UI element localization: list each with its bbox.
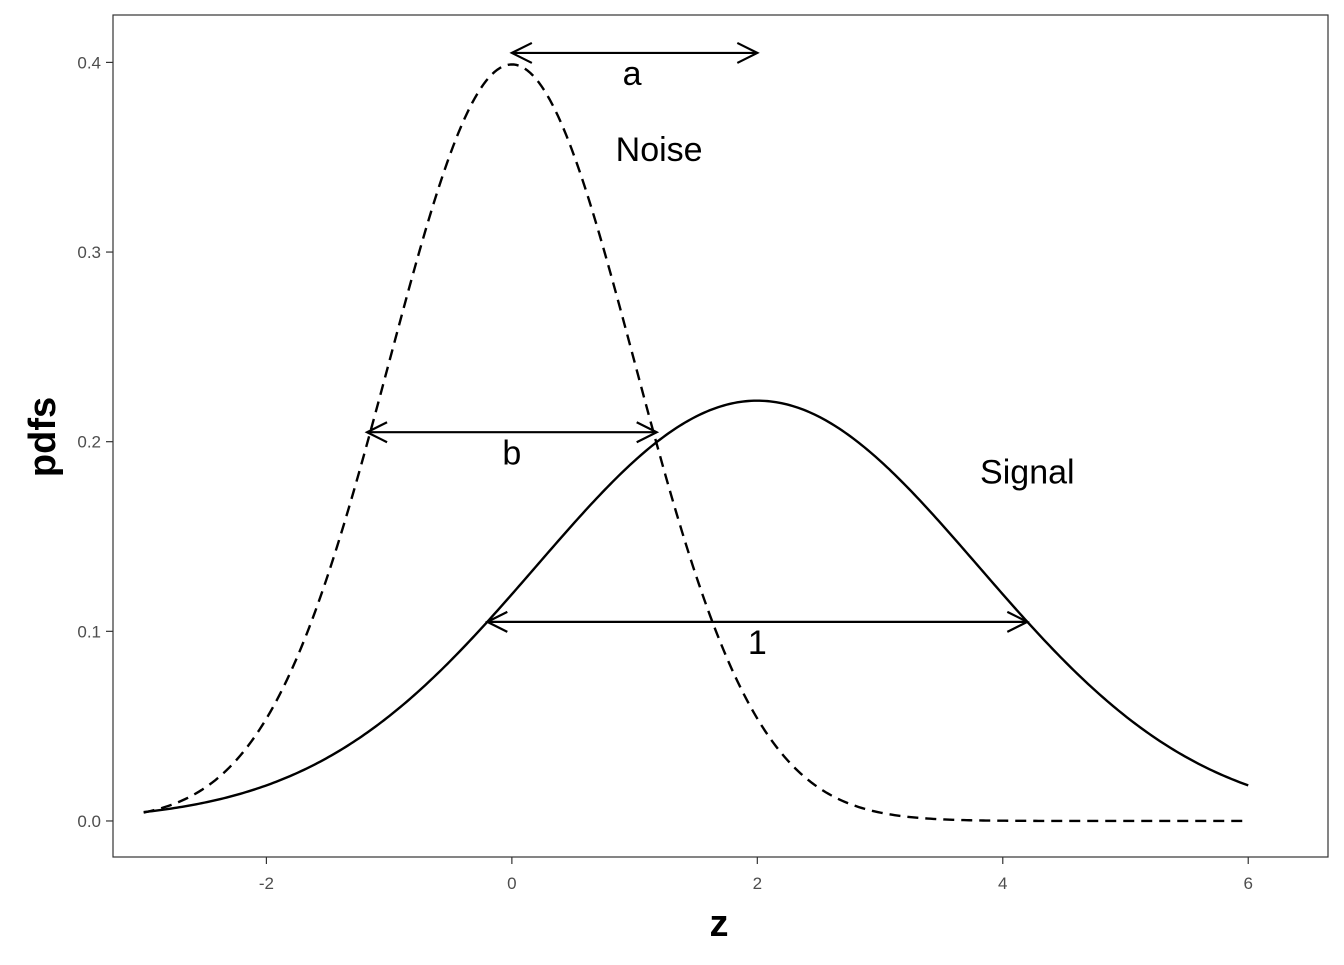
arrow-a-head-right (736, 41, 760, 64)
arrow-1-head-left (484, 610, 508, 633)
x-tick-label: 2 (753, 874, 762, 893)
y-tick-label: 0.4 (77, 53, 101, 72)
curve-label-signal: Signal (980, 453, 1075, 491)
x-tick-label: 6 (1243, 874, 1252, 893)
arrow-a-head-left (509, 41, 533, 64)
y-tick-label: 0.1 (77, 622, 101, 641)
arrow-label-a: a (623, 55, 642, 93)
arrow-1-head-right (1006, 610, 1030, 633)
arrow-label-b: b (502, 434, 521, 472)
y-tick-label: 0.3 (77, 243, 101, 262)
series-line-signal (143, 399, 1249, 814)
x-tick-label: 0 (507, 874, 516, 893)
plot-frame (112, 14, 1329, 858)
x-tick-label: -2 (259, 874, 274, 893)
series-line-noise (143, 63, 1249, 823)
y-axis-title: pdfs (22, 397, 64, 477)
arrow-b-head-left (364, 421, 388, 444)
x-axis-title: z (710, 903, 729, 945)
curve-label-noise: Noise (616, 131, 703, 169)
y-tick-label: 0.0 (77, 812, 101, 831)
y-tick-label: 0.2 (77, 433, 101, 452)
arrow-b-head-right (636, 421, 660, 444)
arrow-label-1: 1 (748, 624, 767, 662)
x-tick-label: 4 (998, 874, 1007, 893)
axis-layer: -2 0 2 4 6 0.0 0.1 0.2 0.3 0.4 (77, 53, 1253, 893)
plot-layer: a b 1 Noise Signal (143, 41, 1249, 823)
